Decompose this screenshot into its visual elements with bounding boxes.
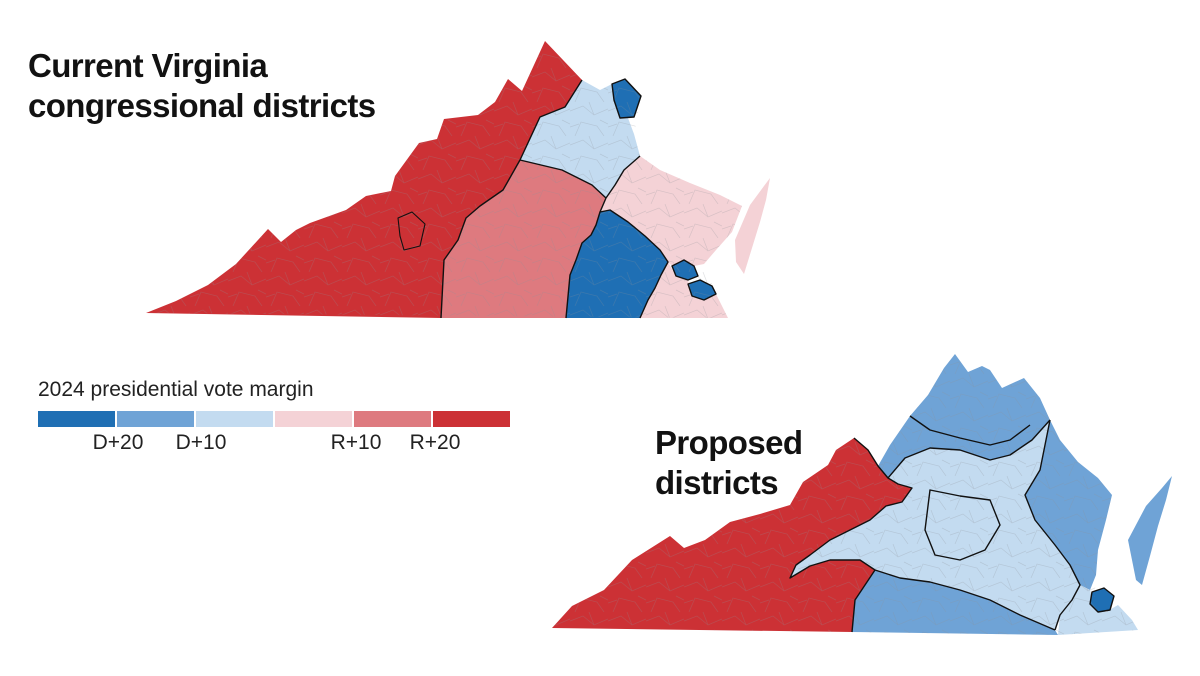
legend-swatch-r20-plus [433,411,510,427]
legend-tick-r10: R+10 [330,431,382,454]
legend-swatch-d20-plus [38,411,115,427]
current-title-line-2: congressional districts [28,87,376,124]
legend-tick-d20: D+20 [92,431,144,454]
proposed-district-norfolk [1090,588,1114,612]
legend-swatch-d10-d20 [117,411,194,427]
current-district-borders [397,78,717,319]
legend-swatch-d0-d10 [196,411,273,427]
proposed-title-line-1: Proposed [655,424,803,461]
legend-tick-d10: D+10 [175,431,227,454]
legend-swatch-r0-r10 [275,411,352,427]
current-districts-map [146,41,770,319]
current-map-title: Current Virginia congressional districts [28,46,376,126]
proposed-road-texture [552,354,1138,635]
proposed-map-title: Proposed districts [655,423,803,503]
proposed-title-line-2: districts [655,464,779,501]
current-title-line-1: Current Virginia [28,47,268,84]
legend-tick-r20: R+20 [409,431,461,454]
proposed-district-borders [789,415,1115,633]
legend-title: 2024 presidential vote margin [38,378,314,401]
proposed-districts-map [552,354,1172,635]
legend-color-scale [38,411,512,427]
legend-swatch-r10-r20 [354,411,431,427]
current-road-texture [146,41,742,318]
